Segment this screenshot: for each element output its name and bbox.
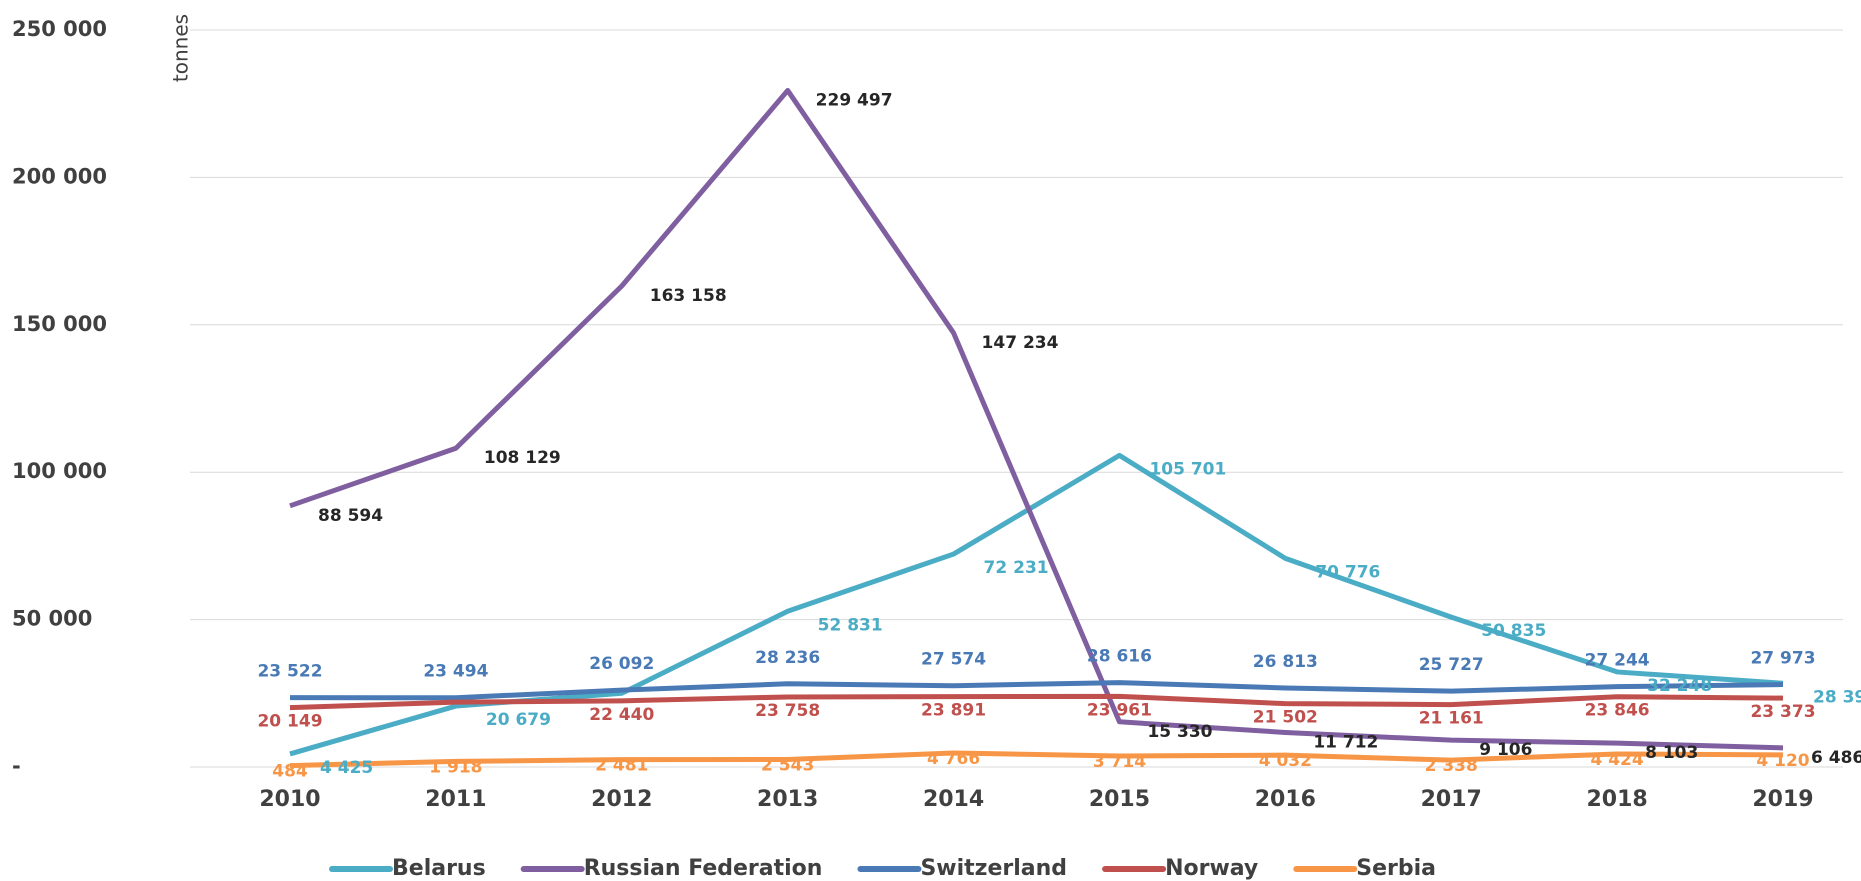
data-label: 28 616	[1087, 647, 1152, 667]
data-label: 6 486	[1811, 748, 1861, 768]
data-label: 27 574	[921, 650, 986, 670]
data-label: 4 425	[320, 758, 373, 778]
data-label: 105 701	[1149, 459, 1226, 479]
data-label: 4 766	[927, 749, 980, 769]
data-label: 88 594	[318, 506, 383, 526]
legend-label: Switzerland	[920, 856, 1067, 881]
data-label: 27 244	[1585, 651, 1650, 671]
y-tick-label: 100 000	[12, 459, 107, 483]
data-label: 20 149	[257, 712, 322, 732]
data-label: 20 679	[486, 710, 551, 730]
x-tick-label: 2011	[425, 787, 486, 812]
series-line	[289, 680, 1784, 701]
series-line	[289, 750, 1784, 769]
data-label: 28 236	[755, 648, 820, 668]
x-tick-label: 2015	[1089, 787, 1150, 812]
legend-label: Norway	[1165, 856, 1258, 881]
y-axis-label: tonnes	[169, 14, 193, 82]
data-label: 4 120	[1756, 751, 1809, 771]
data-label: 32 248	[1647, 676, 1712, 696]
data-label: 1 918	[429, 757, 482, 777]
series-line	[289, 693, 1784, 711]
data-label: 23 961	[1087, 700, 1152, 720]
data-label: 22 440	[589, 705, 654, 725]
y-tick-label: 50 000	[12, 607, 92, 631]
data-label: 21 161	[1419, 709, 1484, 729]
data-label: 484	[272, 762, 308, 782]
data-label: 163 158	[650, 286, 727, 306]
data-label: 4 424	[1590, 750, 1643, 770]
data-label: 108 129	[484, 448, 561, 468]
data-label: 26 092	[589, 654, 654, 674]
data-label: 4 032	[1259, 751, 1312, 771]
data-label: 27 973	[1750, 649, 1815, 669]
x-tick-label: 2014	[923, 787, 984, 812]
data-label: 9 106	[1479, 740, 1532, 760]
data-label: 70 776	[1315, 562, 1380, 582]
data-label: 15 330	[1147, 722, 1212, 742]
data-label: 11 712	[1313, 732, 1378, 752]
data-label: 23 758	[755, 701, 820, 721]
x-tick-label: 2010	[259, 787, 320, 812]
data-label: 28 394	[1813, 687, 1861, 707]
y-tick-label: -	[12, 754, 21, 778]
x-tick-label: 2016	[1255, 787, 1316, 812]
x-tick-label: 2019	[1752, 787, 1813, 812]
legend-label: Belarus	[392, 856, 486, 881]
data-label: 147 234	[982, 333, 1059, 353]
x-tick-label: 2012	[591, 787, 652, 812]
data-label: 2 481	[595, 756, 648, 776]
data-label: 23 373	[1750, 702, 1815, 722]
x-tick-label: 2017	[1421, 787, 1482, 812]
x-tick-label: 2013	[757, 787, 818, 812]
data-label: 23 522	[257, 662, 322, 682]
data-label: 23 891	[921, 701, 986, 721]
data-label: 50 835	[1481, 621, 1546, 641]
y-tick-label: 200 000	[12, 164, 107, 188]
data-label: 23 846	[1585, 701, 1650, 721]
legend-label: Serbia	[1356, 856, 1436, 881]
data-label: 2 543	[761, 756, 814, 776]
data-label: 25 727	[1419, 655, 1484, 675]
y-tick-label: 150 000	[12, 312, 107, 336]
data-label: 21 502	[1253, 708, 1318, 728]
series-line	[289, 87, 1784, 751]
data-label: 52 831	[818, 615, 883, 635]
data-label: 23 494	[423, 662, 488, 682]
data-label: 72 231	[984, 558, 1049, 578]
data-label: 8 103	[1645, 743, 1698, 763]
data-label: 2 338	[1425, 756, 1478, 776]
data-label: 229 497	[816, 90, 893, 110]
x-tick-label: 2018	[1586, 787, 1647, 812]
legend-label: Russian Federation	[584, 856, 823, 881]
y-tick-label: 250 000	[12, 17, 107, 41]
data-label: 26 813	[1253, 652, 1318, 672]
data-label: 3 714	[1093, 752, 1146, 772]
